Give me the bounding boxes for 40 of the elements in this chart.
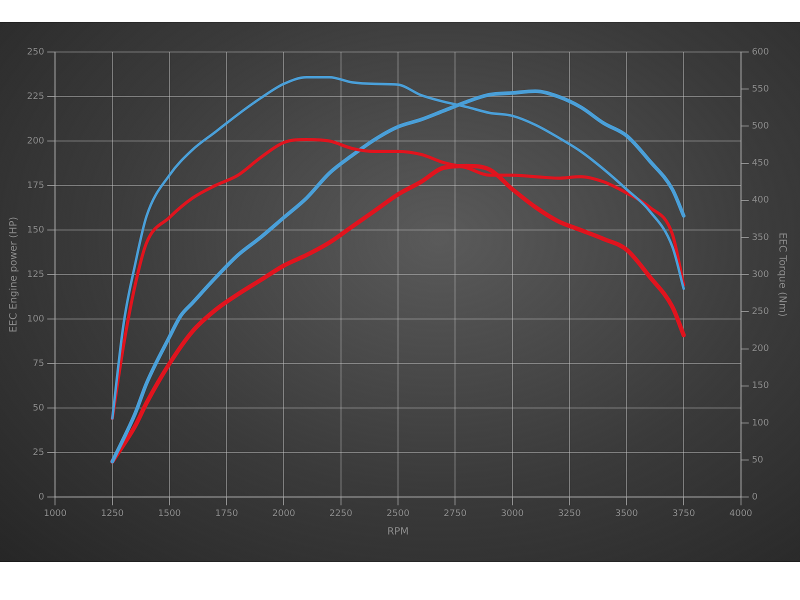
y-axis-title: EEC Engine power (HP)	[8, 216, 20, 332]
x-tick-label: 1750	[215, 508, 238, 519]
y-tick-label: 125	[26, 270, 44, 280]
y-tick-label: 75	[32, 358, 44, 369]
y-tick-label: 225	[26, 92, 44, 102]
y2-tick-label: 50	[752, 455, 764, 466]
x-tick-label: 2000	[272, 508, 296, 519]
y2-tick-label: 600	[752, 47, 770, 58]
y2-tick-label: 100	[752, 418, 770, 428]
x-tick-label: 3750	[672, 508, 696, 519]
y2-tick-label: 500	[752, 122, 770, 132]
x-tick-label: 2500	[386, 508, 410, 519]
x-tick-label: 1250	[100, 508, 124, 519]
y-tick-label: 100	[26, 314, 44, 324]
x-tick-label: 2750	[444, 508, 467, 519]
y2-tick-label: 450	[752, 158, 770, 169]
y2-tick-label: 150	[752, 381, 770, 392]
x-axis-title: RPM	[387, 526, 409, 538]
x-tick-label: 3500	[615, 508, 638, 519]
y-tick-label: 250	[26, 47, 44, 58]
y2-tick-label: 350	[752, 232, 770, 243]
x-tick-label: 2250	[329, 508, 353, 519]
y-tick-label: 25	[32, 448, 44, 458]
x-tick-label: 1000	[44, 508, 67, 519]
y2-tick-label: 250	[752, 307, 770, 318]
y-tick-label: 175	[26, 180, 44, 191]
x-tick-label: 4000	[729, 508, 753, 519]
y2-axis-title: EEC Torque (Nm)	[776, 232, 788, 317]
y2-tick-label: 0	[752, 492, 758, 503]
y2-tick-label: 200	[752, 344, 770, 354]
y2-tick-label: 550	[752, 84, 770, 94]
x-tick-label: 3250	[558, 508, 582, 519]
y-tick-label: 0	[38, 492, 44, 503]
y-tick-label: 50	[32, 404, 44, 414]
x-tick-label: 3000	[500, 508, 524, 519]
y2-tick-label: 300	[752, 270, 770, 280]
y2-tick-label: 400	[752, 196, 770, 206]
x-tick-label: 1500	[158, 508, 182, 519]
y-tick-label: 150	[26, 225, 44, 236]
y-tick-label: 200	[26, 136, 44, 146]
